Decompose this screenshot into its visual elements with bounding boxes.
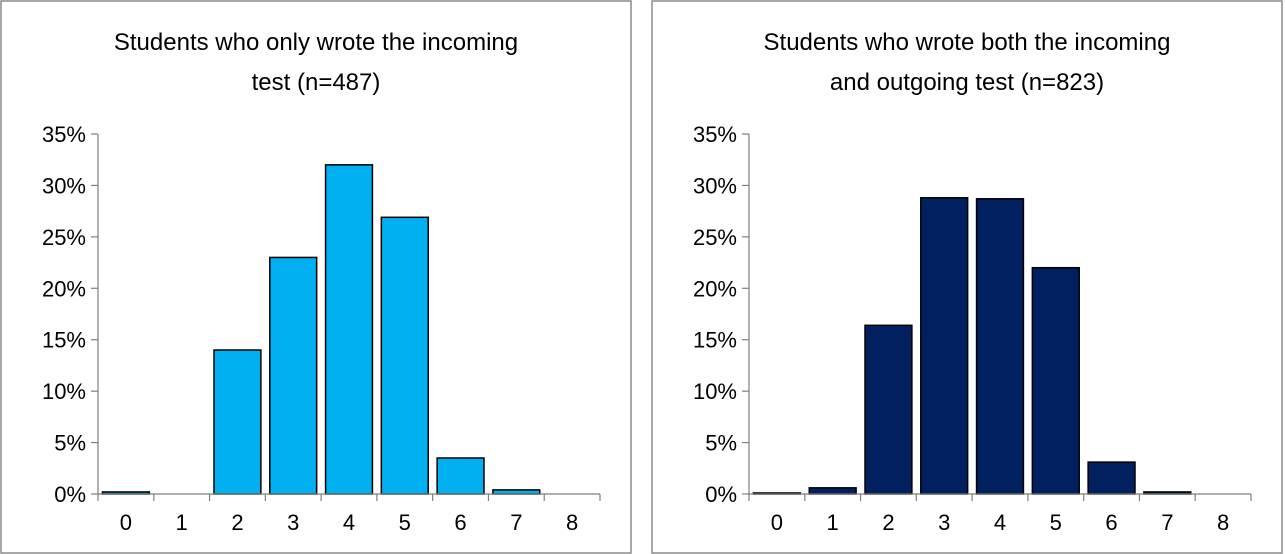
x-tick-label: 3	[287, 510, 299, 535]
bar-5	[1031, 266, 1080, 495]
x-tick-label: 4	[343, 510, 355, 535]
y-tick-label: 15%	[693, 328, 737, 353]
x-tick-label: 2	[231, 510, 243, 535]
y-tick-label: 15%	[42, 328, 86, 353]
chart-incoming-and-outgoing: Students who wrote both the incoming and…	[651, 0, 1283, 554]
y-tick-label: 30%	[693, 173, 737, 198]
bar-3	[920, 197, 969, 495]
x-tick-label: 5	[1050, 510, 1062, 535]
chart-title-line-2: and outgoing test (n=823)	[830, 69, 1104, 96]
x-tick-label: 5	[399, 510, 411, 535]
x-tick-label: 1	[176, 510, 188, 535]
x-tick-label: 6	[454, 510, 466, 535]
y-tick-label: 35%	[693, 122, 737, 147]
y-tick-label: 20%	[42, 276, 86, 301]
bar-4	[324, 164, 374, 495]
x-tick-label: 2	[882, 510, 894, 535]
y-tick-label: 0%	[705, 482, 737, 507]
bar-6	[1087, 461, 1136, 495]
bar-6	[436, 457, 485, 495]
chart-title-line-2: test (n=487)	[252, 69, 381, 96]
chart-incoming-only: Students who only wrote the incoming tes…	[0, 0, 632, 554]
bar-2	[213, 349, 262, 495]
y-tick-label: 25%	[42, 225, 86, 250]
y-tick-label: 20%	[693, 276, 737, 301]
bar-1	[808, 487, 857, 495]
plot-area: 0% 5% 10% 15% 20% 25% 30% 35% 0 1 2 3 4 5 6 7 8	[42, 122, 601, 535]
bar-4	[975, 198, 1025, 495]
bar-3	[269, 256, 318, 495]
y-tick-label: 5%	[705, 431, 737, 456]
x-tick-label: 4	[994, 510, 1006, 535]
x-tick-label: 0	[120, 510, 132, 535]
y-tick-label: 30%	[42, 173, 86, 198]
chart-title-line-1: Students who wrote both the incoming	[764, 29, 1171, 56]
y-tick-label: 10%	[693, 379, 737, 404]
bar-2	[864, 324, 913, 495]
x-tick-label: 6	[1105, 510, 1117, 535]
x-tick-label: 7	[1161, 510, 1173, 535]
x-tick-label: 8	[1217, 510, 1229, 535]
x-tick-label: 8	[566, 510, 578, 535]
x-tick-label: 1	[827, 510, 839, 535]
x-tick-label: 0	[771, 510, 783, 535]
x-tick-label: 3	[938, 510, 950, 535]
y-tick-label: 10%	[42, 379, 86, 404]
y-tick-label: 25%	[693, 225, 737, 250]
x-tick-label: 7	[510, 510, 522, 535]
y-tick-label: 5%	[54, 431, 86, 456]
y-tick-label: 35%	[42, 122, 86, 147]
plot-area: 0% 5% 10% 15% 20% 25% 30% 35% 0 1 2 3 4 5 6 7 8	[693, 122, 1252, 535]
chart-title-line-1: Students who only wrote the incoming	[114, 29, 518, 56]
y-tick-label: 0%	[54, 482, 86, 507]
bar-7	[492, 489, 541, 495]
bar-5	[380, 216, 429, 495]
